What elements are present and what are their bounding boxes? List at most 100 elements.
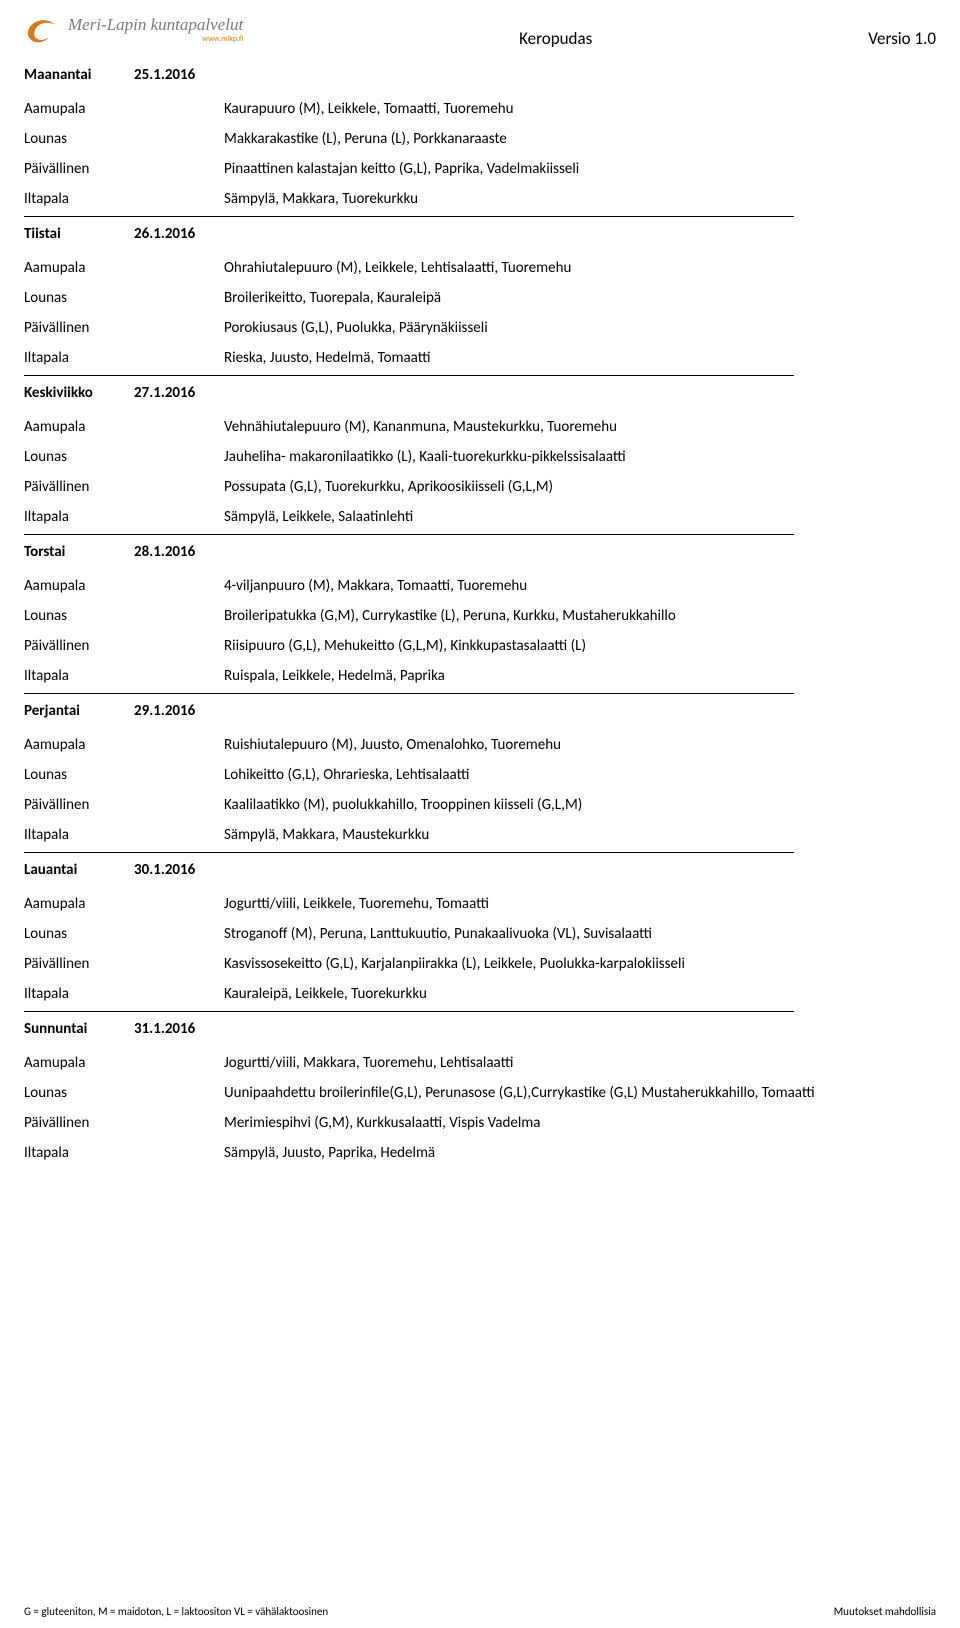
meal-row: LounasMakkarakastike (L), Peruna (L), Po… — [24, 124, 936, 154]
meal-text: 4-viljanpuuro (M), Makkara, Tomaatti, Tu… — [224, 577, 936, 595]
day-separator — [24, 852, 794, 853]
day-name: Tiistai — [24, 225, 114, 243]
meal-row: IltapalaKauraleipä, Leikkele, Tuorekurkk… — [24, 979, 936, 1009]
meal-text: Lohikeitto (G,L), Ohrarieska, Lehtisalaa… — [224, 766, 936, 784]
meal-row: LounasBroilerikeitto, Tuorepala, Kaurale… — [24, 283, 936, 313]
meal-label: Aamupala — [24, 895, 224, 913]
meal-text: Kaurapuuro (M), Leikkele, Tomaatti, Tuor… — [224, 100, 936, 118]
meal-text: Pinaattinen kalastajan keitto (G,L), Pap… — [224, 160, 936, 178]
day-date: 25.1.2016 — [134, 66, 224, 84]
meal-row: LounasBroileripatukka (G,M), Currykastik… — [24, 601, 936, 631]
meal-text: Jauheliha- makaronilaatikko (L), Kaali-t… — [224, 448, 936, 466]
day-block: Torstai28.1.2016 Aamupala4-viljanpuuro (M… — [24, 539, 936, 694]
meal-text: Kauraleipä, Leikkele, Tuorekurkku — [224, 985, 936, 1003]
meal-label: Aamupala — [24, 100, 224, 118]
meal-row: IltapalaSämpylä, Makkara, Maustekurkku — [24, 820, 936, 850]
meal-label: Iltapala — [24, 1144, 224, 1162]
meal-row: IltapalaSämpylä, Leikkele, Salaatinlehti — [24, 502, 936, 532]
meal-text: Broileripatukka (G,M), Currykastike (L),… — [224, 607, 936, 625]
meal-label: Aamupala — [24, 418, 224, 436]
meal-text: Vehnähiutalepuuro (M), Kananmuna, Mauste… — [224, 418, 936, 436]
meal-text: Kasvissosekeitto (G,L), Karjalanpiirakka… — [224, 955, 936, 973]
meal-row: PäivällinenKasvissosekeitto (G,L), Karja… — [24, 949, 936, 979]
meal-text: Sämpylä, Juusto, Paprika, Hedelmä — [224, 1144, 936, 1162]
meal-text: Merimiespihvi (G,M), Kurkkusalaatti, Vis… — [224, 1114, 936, 1132]
meal-label: Iltapala — [24, 667, 224, 685]
meal-row: AamupalaJogurtti/viili, Leikkele, Tuorem… — [24, 889, 936, 919]
day-separator — [24, 1011, 794, 1012]
meal-text: Sämpylä, Leikkele, Salaatinlehti — [224, 508, 936, 526]
meal-text: Ruishiutalepuuro (M), Juusto, Omenalohko… — [224, 736, 936, 754]
logo-text: Meri-Lapin kuntapalvelut — [68, 16, 243, 33]
meal-text: Kaalilaatikko (M), puolukkahillo, Troopp… — [224, 796, 936, 814]
meal-text: Jogurtti/viili, Makkara, Tuoremehu, Leht… — [224, 1054, 936, 1072]
day-block: Sunnuntai 31.1.2016 AamupalaJogurtti/viili… — [24, 1016, 936, 1168]
meal-label: Lounas — [24, 130, 224, 148]
meal-label: Lounas — [24, 766, 224, 784]
day-block: Lauantai30.1.2016AamupalaJogurtti/viili,… — [24, 857, 936, 1012]
meal-label: Päivällinen — [24, 1114, 224, 1132]
meal-row: IltapalaSämpylä, Juusto, Paprika, Hedelm… — [24, 1138, 936, 1168]
day-name: Sunnuntai — [24, 1020, 114, 1038]
meal-row: PäivällinenMerimiespihvi (G,M), Kurkkusa… — [24, 1108, 936, 1138]
facility-name: Keropudas — [519, 14, 592, 49]
meal-text: Uunipaahdettu broilerinfile(G,L), Peruna… — [224, 1084, 936, 1102]
day-header: Maanantai 25.1.2016 — [24, 62, 936, 94]
logo-swirl-icon — [24, 14, 62, 46]
meal-row: AamupalaKaurapuuro (M), Leikkele, Tomaat… — [24, 94, 936, 124]
day-name: Maanantai — [24, 66, 114, 84]
meal-row: IltapalaRuispala, Leikkele, Hedelmä, Pap… — [24, 661, 936, 691]
meal-label: Päivällinen — [24, 955, 224, 973]
meal-text: Sämpylä, Makkara, Tuorekurkku — [224, 190, 936, 208]
meal-text: Jogurtti/viili, Leikkele, Tuoremehu, Tom… — [224, 895, 936, 913]
meal-text: Possupata (G,L), Tuorekurkku, Aprikoosik… — [224, 478, 936, 496]
footer-note: Muutokset mahdollisia — [834, 1605, 936, 1618]
meal-row: PäivällinenPorokiusaus (G,L), Puolukka, … — [24, 313, 936, 343]
day-name: Torstai — [24, 543, 114, 561]
day-separator — [24, 375, 794, 376]
day-header: Sunnuntai 31.1.2016 — [24, 1016, 936, 1048]
meal-text: Broilerikeitto, Tuorepala, Kauraleipä — [224, 289, 936, 307]
meal-label: Lounas — [24, 925, 224, 943]
logo: Meri-Lapin kuntapalvelut www.mlkp.fi — [24, 14, 243, 46]
meal-row: AamupalaRuishiutalepuuro (M), Juusto, Om… — [24, 730, 936, 760]
page-header: Meri-Lapin kuntapalvelut www.mlkp.fi Ker… — [24, 14, 936, 58]
meal-row: IltapalaSämpylä, Makkara, Tuorekurkku — [24, 184, 936, 214]
meal-row: LounasLohikeitto (G,L), Ohrarieska, Leht… — [24, 760, 936, 790]
day-separator — [24, 216, 794, 217]
day-header: Lauantai30.1.2016 — [24, 857, 936, 889]
meal-text: Stroganoff (M), Peruna, Lanttukuutio, Pu… — [224, 925, 936, 943]
logo-subtext: www.mlkp.fi — [68, 34, 243, 44]
meal-row: LounasUunipaahdettu broilerinfile(G,L), … — [24, 1078, 936, 1108]
day-name: Lauantai — [24, 861, 114, 879]
meal-label: Päivällinen — [24, 160, 224, 178]
day-date: 29.1.2016 — [134, 702, 224, 720]
meal-text: Ohrahiutalepuuro (M), Leikkele, Lehtisal… — [224, 259, 936, 277]
legend-text: G = gluteeniton, M = maidoton, L = lakto… — [24, 1605, 328, 1618]
logo-text-block: Meri-Lapin kuntapalvelut www.mlkp.fi — [68, 16, 243, 44]
day-block: Maanantai 25.1.2016 AamupalaKaurapuuro (M)… — [24, 62, 936, 217]
meal-text: Sämpylä, Makkara, Maustekurkku — [224, 826, 936, 844]
day-block: Keskiviikko27.1.2016 AamupalaVehnähiutale… — [24, 380, 936, 535]
meal-row: AamupalaJogurtti/viili, Makkara, Tuoreme… — [24, 1048, 936, 1078]
day-separator — [24, 693, 794, 694]
days-container: Maanantai25.1.2016AamupalaKaurapuuro (M)… — [24, 62, 936, 1168]
day-date: 26.1.2016 — [134, 225, 224, 243]
day-date: 31.1.2016 — [134, 1020, 224, 1038]
meal-row: AamupalaOhrahiutalepuuro (M), Leikkele, … — [24, 253, 936, 283]
meal-label: Päivällinen — [24, 637, 224, 655]
meal-label: Aamupala — [24, 577, 224, 595]
meal-text: Makkarakastike (L), Peruna (L), Porkkana… — [224, 130, 936, 148]
meal-label: Lounas — [24, 448, 224, 466]
page-footer: G = gluteeniton, M = maidoton, L = lakto… — [24, 1605, 936, 1618]
meal-label: Aamupala — [24, 259, 224, 277]
day-header: Torstai28.1.2016 — [24, 539, 936, 571]
day-name: Perjantai — [24, 702, 114, 720]
day-date: 27.1.2016 — [134, 384, 224, 402]
menu-page: Meri-Lapin kuntapalvelut www.mlkp.fi Ker… — [0, 0, 960, 1628]
meal-row: LounasJauheliha- makaronilaatikko (L), K… — [24, 442, 936, 472]
meal-label: Aamupala — [24, 1054, 224, 1072]
meal-label: Lounas — [24, 1084, 224, 1102]
meal-label: Aamupala — [24, 736, 224, 754]
day-header: Keskiviikko27.1.2016 — [24, 380, 936, 412]
